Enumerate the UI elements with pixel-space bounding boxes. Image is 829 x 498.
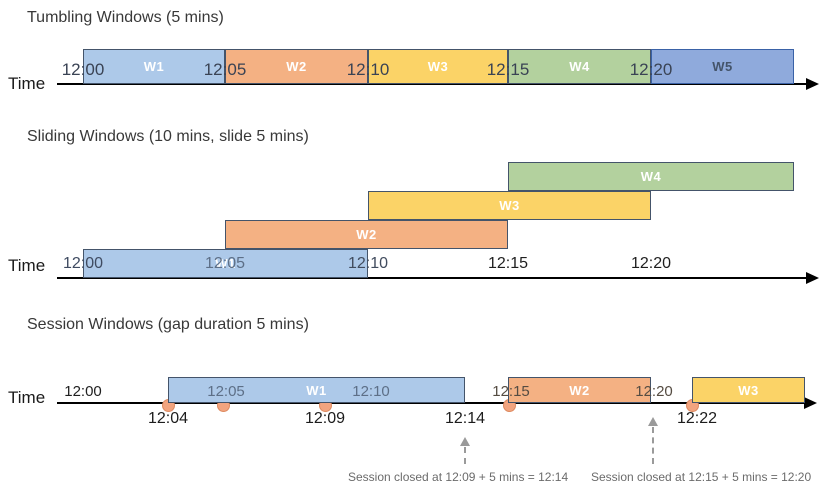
tumbling-axis-arrowhead-icon [806,78,819,90]
sliding-window-w4: W4 [508,162,794,191]
tumbling-tick-1215: 12:15 [486,60,530,79]
session-title: Session Windows (gap duration 5 mins) [27,316,309,333]
tumbling-time-label: Time [8,74,46,93]
callout-arrow-shaft-1 [464,447,466,464]
tumbling-window-w3: W3 [368,49,508,84]
tumbling-window-w1: W1 [83,49,225,84]
session-time-axis [57,402,806,404]
session-event-label-1209: 12:09 [304,410,346,427]
session-window-w1-label: W1 [306,382,327,398]
tumbling-window-w2-label: W2 [286,59,307,74]
session-window-w3-label: W3 [738,382,759,398]
sliding-axis-arrowhead-icon [806,272,819,284]
sliding-time-label: Time [8,256,46,275]
sliding-window-w2-label: W2 [356,227,377,242]
sliding-window-w1: W1 [83,249,368,278]
session-event-label-1214: 12:14 [444,410,486,427]
callout-arrow-shaft-2 [652,427,654,464]
tumbling-tick-1220: 12:20 [629,60,673,79]
sliding-time-axis [57,277,808,279]
sliding-tick-1200: 12:00 [62,255,104,272]
sliding-window-w1-label: W1 [215,256,236,271]
sliding-tick-1215: 12:15 [487,255,529,272]
sliding-tick-1220: 12:20 [630,255,672,272]
session-window-w2-label: W2 [569,382,590,398]
session-tick-1205: 12:05 [207,383,245,400]
tumbling-tick-1200: 12:00 [61,60,105,79]
session-axis-arrowhead-icon [804,397,817,409]
session-event-label-1204: 12:04 [147,410,189,427]
session-tick-1215: 12:15 [492,383,530,400]
tumbling-tick-1210: 12:10 [346,60,390,79]
sliding-window-w3-label: W3 [499,198,520,213]
tumbling-window-w5: W5 [651,49,794,84]
session-tick-1220: 12:20 [635,383,673,400]
tumbling-window-w4-label: W4 [569,59,590,74]
tumbling-window-w5-label: W5 [712,59,733,74]
callout-arrow-up-icon-2 [648,417,658,426]
session-annotation-1: Session closed at 12:09 + 5 mins = 12:14 [348,470,569,484]
tumbling-title: Tumbling Windows (5 mins) [27,9,224,26]
session-window-w1: W1 [168,377,465,403]
session-annotation-2: Session closed at 12:15 + 5 mins = 12:20 [591,470,812,484]
sliding-window-w3: W3 [368,191,651,220]
callout-arrow-up-icon-1 [460,437,470,446]
sliding-window-w2: W2 [225,220,508,249]
session-time-label: Time [8,388,46,407]
tumbling-window-w2: W2 [225,49,368,84]
tumbling-tick-1205: 12:05 [203,60,247,79]
session-event-label-1222: 12:22 [676,410,718,427]
sliding-window-w4-label: W4 [640,169,662,184]
session-tick-1200: 12:00 [64,383,102,400]
sliding-tick-1205: 12:05 [204,255,246,272]
tumbling-time-axis [57,83,808,85]
sliding-tick-1210: 12:10 [347,255,389,272]
sliding-title: Sliding Windows (10 mins, slide 5 mins) [27,128,309,145]
session-tick-1210: 12:10 [352,383,390,400]
session-window-w3: W3 [692,377,805,403]
tumbling-window-w1-label: W1 [143,59,165,74]
tumbling-window-w3-label: W3 [427,59,449,74]
tumbling-window-w4: W4 [508,49,651,84]
session-window-w2: W2 [508,377,651,403]
